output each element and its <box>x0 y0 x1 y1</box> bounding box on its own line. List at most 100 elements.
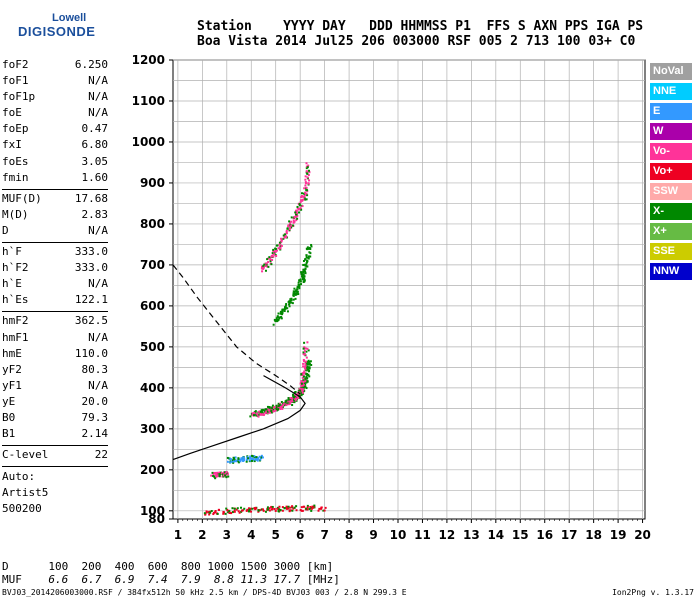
echo-point <box>299 278 302 281</box>
echo-point <box>274 247 277 250</box>
echo-point <box>300 373 303 376</box>
echo-point <box>222 512 225 515</box>
echo-point <box>293 220 296 223</box>
echo-point <box>279 246 282 249</box>
echo-point <box>302 372 305 375</box>
y-tick-label: 400 <box>140 381 165 395</box>
echo-point <box>255 456 258 459</box>
echo-point <box>305 507 308 510</box>
param-value: N/A <box>88 277 108 291</box>
echo-point <box>295 213 298 216</box>
echo-point <box>266 265 269 268</box>
echo-point <box>225 476 228 479</box>
echo-point <box>237 461 240 464</box>
y-tick-label: 500 <box>140 340 165 354</box>
echo-point <box>275 408 278 411</box>
x-tick-label: 17 <box>561 528 578 542</box>
echo-point <box>299 389 302 392</box>
echo-point <box>288 220 291 223</box>
echo-point <box>246 508 249 511</box>
echo-point <box>256 459 259 462</box>
echo-point <box>236 507 239 510</box>
param-value: 2.14 <box>81 427 109 441</box>
echo-point <box>220 472 223 475</box>
echo-point <box>306 166 309 169</box>
echo-point <box>298 390 301 393</box>
echo-point <box>288 510 291 513</box>
echo-point <box>285 404 288 407</box>
echo-point <box>296 396 299 399</box>
echo-point <box>302 358 305 361</box>
echo-point <box>263 263 266 266</box>
echo-point <box>266 508 269 511</box>
echo-point <box>306 365 309 368</box>
echo-point <box>307 359 310 362</box>
echo-point <box>242 460 245 463</box>
echo-point <box>287 398 290 401</box>
echo-point <box>205 511 208 514</box>
echo-point <box>304 362 307 365</box>
echo-point <box>276 244 279 247</box>
x-tick-label: 4 <box>247 528 255 542</box>
echo-point <box>306 508 309 511</box>
echo-point <box>258 455 261 458</box>
param-row: C-level 22 <box>2 448 108 464</box>
echo-point <box>237 510 240 513</box>
echo-point <box>304 377 307 380</box>
echo-point <box>288 301 291 304</box>
echo-point <box>305 256 308 259</box>
echo-point <box>304 385 307 388</box>
param-value: N/A <box>88 223 108 237</box>
y-tick-label: 900 <box>140 176 165 190</box>
echo-point <box>307 349 310 352</box>
separator <box>2 466 108 468</box>
param-name: fxI <box>2 138 22 152</box>
echo-point <box>209 511 212 514</box>
echo-point <box>247 510 250 513</box>
echo-point <box>285 307 288 310</box>
table-cell: 6.7 <box>68 573 102 586</box>
echo-point <box>277 510 280 513</box>
table-cell: 7.9 <box>167 573 201 586</box>
echo-point <box>308 246 311 249</box>
echo-point <box>296 217 299 220</box>
echo-point <box>301 509 304 512</box>
echo-point <box>274 319 277 322</box>
echo-point <box>228 512 231 515</box>
echo-point <box>249 459 252 462</box>
param-row: yE 20.0 <box>2 395 108 411</box>
table-cell: 6.6 <box>35 573 69 586</box>
x-tick-label: 19 <box>610 528 627 542</box>
echo-point <box>253 455 256 458</box>
echo-point <box>304 182 307 185</box>
echo-point <box>295 509 298 512</box>
echo-point <box>305 372 308 375</box>
x-tick-label: 8 <box>345 528 353 542</box>
echo-point <box>234 456 237 459</box>
echo-point <box>226 508 229 511</box>
echo-point <box>249 415 252 418</box>
echo-point <box>292 394 295 397</box>
auto-label: Auto: <box>2 470 36 484</box>
echo-point <box>299 207 302 210</box>
echo-point <box>262 266 265 269</box>
echo-point <box>290 397 293 400</box>
echo-point <box>243 457 246 460</box>
echo-point <box>231 507 234 510</box>
param-value: 80.3 <box>81 362 109 376</box>
param-row: h`E N/A <box>2 277 108 293</box>
echo-point <box>294 209 297 212</box>
echo-point <box>225 471 228 474</box>
echo-point <box>280 239 283 242</box>
legend-item-noval: NoVal <box>650 63 692 80</box>
echo-point <box>254 413 257 416</box>
echo-point <box>226 460 229 463</box>
echo-point <box>291 505 294 508</box>
x-tick-label: 7 <box>320 528 328 542</box>
echo-point <box>245 509 248 512</box>
echo-point <box>255 414 258 417</box>
echo-point <box>265 262 268 265</box>
echo-point <box>272 253 275 256</box>
param-row: MUF(D) 17.68 <box>2 192 108 208</box>
